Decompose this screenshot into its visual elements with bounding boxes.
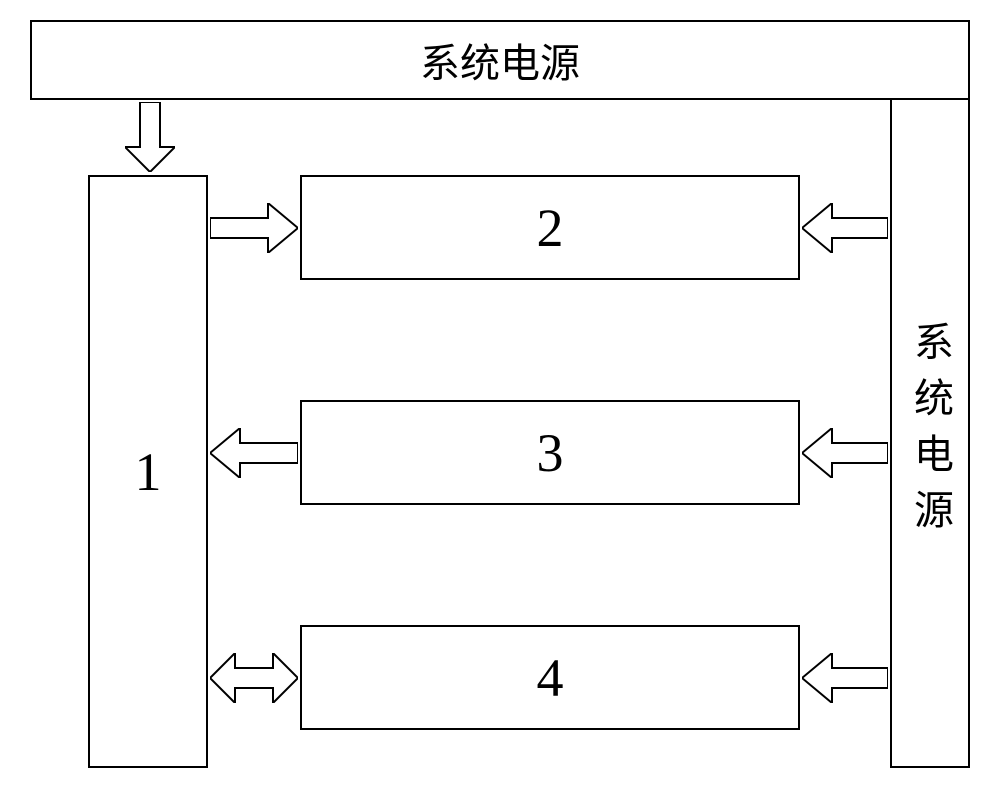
arrow-right-icon bbox=[210, 203, 298, 253]
block-2-label: 2 bbox=[537, 197, 564, 259]
block-4-label: 4 bbox=[537, 647, 564, 709]
arrow-left-icon bbox=[802, 203, 888, 253]
block-2: 2 bbox=[300, 175, 800, 280]
arrow-down-icon bbox=[125, 102, 175, 172]
arrow-left-icon bbox=[802, 428, 888, 478]
block-4: 4 bbox=[300, 625, 800, 730]
block-3: 3 bbox=[300, 400, 800, 505]
arrow-left-icon bbox=[802, 653, 888, 703]
block-3-label: 3 bbox=[537, 422, 564, 484]
arrow-left-icon bbox=[210, 428, 298, 478]
arrow-bidirectional-icon bbox=[210, 653, 298, 703]
power-right-label: 系统电源 bbox=[901, 321, 959, 545]
block-1-label: 1 bbox=[135, 441, 162, 503]
power-top-label: 系统电源 bbox=[420, 31, 580, 89]
power-right-box: 系统电源 bbox=[890, 100, 970, 768]
block-1: 1 bbox=[88, 175, 208, 768]
power-top-box: 系统电源 bbox=[30, 20, 970, 100]
